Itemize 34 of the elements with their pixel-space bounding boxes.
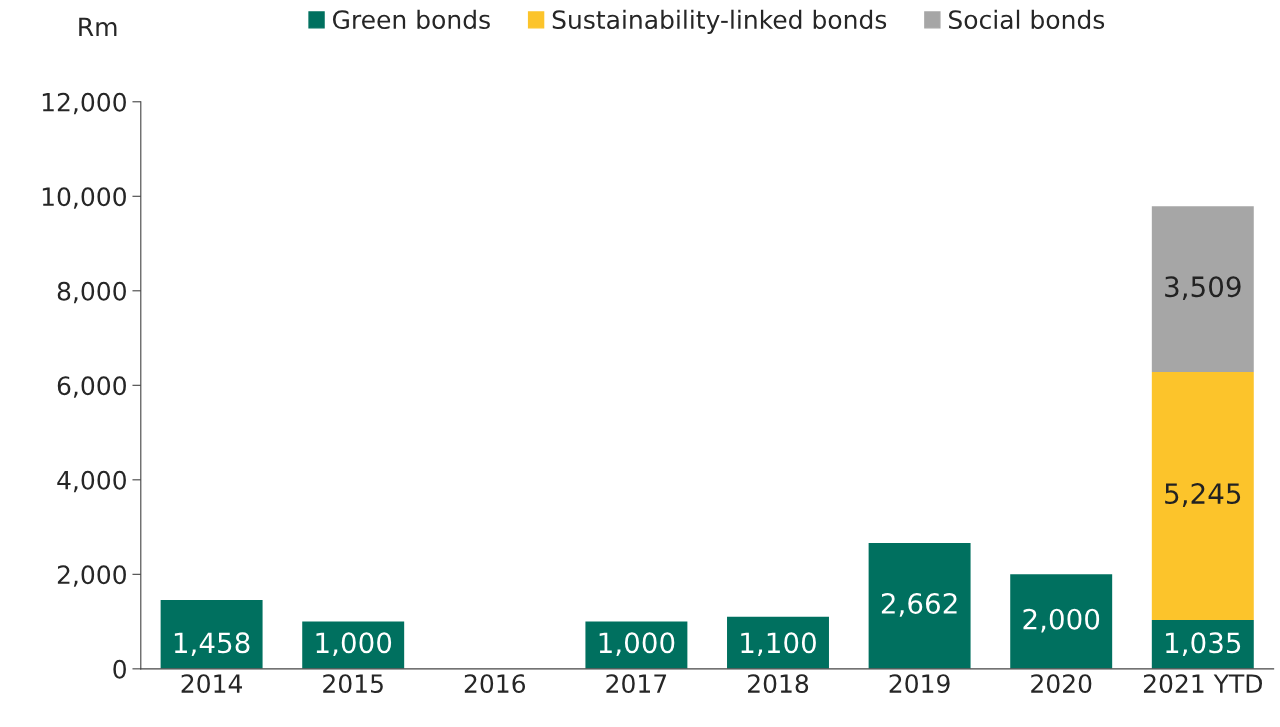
data-label: 3,509 (1165, 276, 1241, 301)
data-label: 1,035 (1166, 632, 1241, 657)
bar (868, 543, 971, 669)
bar (1010, 574, 1113, 669)
legend-label: Sustainability-linked bonds (552, 9, 887, 34)
x-tick-label: 2019 (889, 674, 950, 694)
data-label: 1,100 (741, 632, 816, 657)
data-label: 1,458 (174, 632, 250, 657)
x-tick-label: 2014 (181, 674, 243, 694)
y-tick-label: 0 (113, 659, 126, 679)
data-label: 5,245 (1165, 483, 1241, 507)
data-label: 1,000 (316, 632, 392, 657)
y-tick-label: 10,000 (42, 187, 126, 209)
x-tick-label: 2020 (1031, 674, 1092, 694)
bar (1151, 372, 1254, 620)
bar (1151, 206, 1254, 373)
x-tick-label: 2016 (464, 674, 526, 694)
x-tick-label: 2015 (323, 674, 383, 694)
x-tick-label: 2018 (748, 674, 809, 694)
data-label: 1,000 (599, 632, 675, 657)
legend-label: Green bonds (332, 9, 490, 30)
bar (727, 616, 829, 669)
y-tick-label: 8,000 (57, 281, 126, 304)
x-tick-label: 2017 (606, 674, 667, 694)
data-label: 2,000 (1023, 608, 1100, 633)
data-label: 2,662 (881, 592, 957, 617)
y-tick-label: 6,000 (57, 376, 126, 398)
bar (160, 599, 263, 669)
y-axis-title: Rm (79, 17, 117, 36)
x-tick-label: 2021 YTD (1143, 674, 1263, 694)
y-tick-label: 12,000 (42, 92, 126, 115)
y-tick-label: 2,000 (57, 565, 126, 587)
legend-label: Social bonds (949, 9, 1105, 30)
y-tick-label: 4,000 (57, 470, 126, 493)
